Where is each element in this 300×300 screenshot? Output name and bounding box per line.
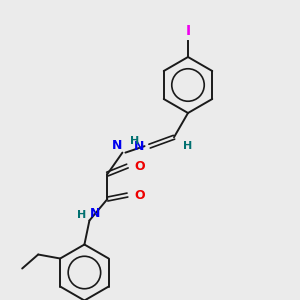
Text: N: N	[112, 139, 122, 152]
Text: N: N	[89, 206, 100, 220]
Text: H: H	[77, 209, 86, 220]
Text: H: H	[183, 141, 192, 151]
Text: I: I	[185, 24, 190, 38]
Text: O: O	[134, 160, 145, 172]
Text: N: N	[134, 140, 145, 153]
Text: O: O	[134, 189, 145, 202]
Text: H: H	[130, 136, 140, 146]
